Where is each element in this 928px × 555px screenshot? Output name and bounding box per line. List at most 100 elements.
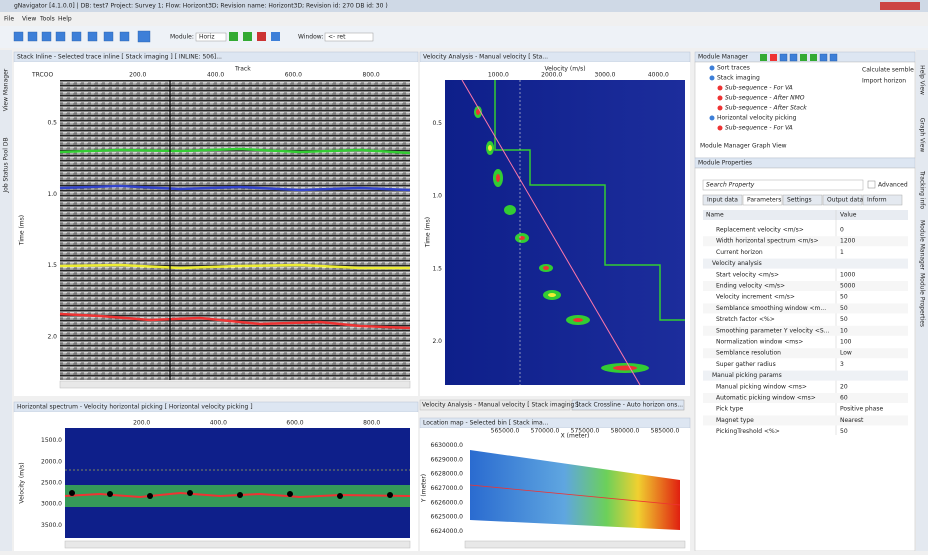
- checkbox[interactable]: [868, 181, 875, 188]
- axis-label: Y (meter): [421, 474, 428, 503]
- dock-tab[interactable]: Job Status Pool DB: [3, 137, 10, 193]
- table-header: [703, 210, 908, 220]
- dock-tab[interactable]: Module Properties: [919, 273, 926, 327]
- x-tick-label: 565000.0: [491, 428, 520, 435]
- property-name: Pick type: [716, 406, 744, 413]
- property-name: Semblance resolution: [716, 350, 781, 357]
- tab-label[interactable]: Velocity Analysis - Manual velocity [ St…: [422, 402, 579, 409]
- property-value[interactable]: 60: [840, 395, 848, 402]
- tab-label[interactable]: Parameters: [747, 197, 781, 204]
- y-tick-label: 1.0: [432, 193, 442, 200]
- property-name: Current horizon: [716, 249, 763, 256]
- window-controls[interactable]: [880, 2, 920, 10]
- property-value[interactable]: 50: [840, 294, 848, 301]
- x-tick-label: 800.0: [363, 420, 380, 427]
- side-item[interactable]: Calculate semble: [862, 67, 914, 74]
- property-value[interactable]: Positive phase: [840, 406, 883, 413]
- tree-item[interactable]: Horizontal velocity picking: [717, 115, 797, 122]
- panel-title: Location map - Selected bin [ Stack ima.…: [423, 420, 548, 427]
- panel: [695, 168, 915, 551]
- dropdown[interactable]: <- ret: [328, 34, 346, 41]
- property-name: Velocity increment <m/s>: [716, 294, 795, 301]
- menu-item[interactable]: Help: [58, 16, 72, 23]
- seismic-image: [60, 80, 410, 380]
- property-value[interactable]: 1200: [840, 238, 855, 245]
- y-tick-label: 6630000.0: [431, 442, 464, 449]
- dock-tab[interactable]: View Manager: [3, 68, 10, 111]
- axis-label: Time (ms): [425, 217, 432, 248]
- property-value[interactable]: 100: [840, 339, 852, 346]
- app-window: gNavigator [4.1.0.0] | DB: test7 Project…: [0, 0, 928, 551]
- dock-tab[interactable]: Module Manager: [919, 220, 926, 271]
- tree-item[interactable]: Sub-sequence - After NMO: [725, 95, 805, 102]
- property-value[interactable]: 1: [840, 249, 844, 256]
- y-tick-label: 1500.0: [41, 437, 62, 444]
- property-value[interactable]: 1000: [840, 271, 855, 278]
- tree-icon: [710, 116, 715, 121]
- property-name: Super gather radius: [716, 361, 776, 368]
- panel-title: Module Manager: [698, 54, 749, 61]
- property-value[interactable]: 5000: [840, 283, 855, 290]
- menu-item[interactable]: Tools: [39, 16, 55, 23]
- property-name: Width horizontal spectrum <m/s>: [716, 238, 819, 245]
- property-value[interactable]: 0: [840, 227, 844, 234]
- tab-label[interactable]: Settings: [787, 197, 812, 204]
- scrollbar[interactable]: [60, 381, 410, 388]
- property-value[interactable]: 50: [840, 316, 848, 323]
- x-tick-label: 4000.0: [648, 72, 669, 79]
- tree-item[interactable]: Sub-sequence - After Stack: [725, 105, 807, 112]
- tree-item[interactable]: Sub-sequence - For VA: [725, 125, 793, 132]
- x-tick-label: 800.0: [363, 72, 380, 79]
- dropdown[interactable]: Horiz: [199, 34, 214, 41]
- x-tick-label: 580000.0: [611, 428, 640, 435]
- property-name: Stretch factor <%>: [716, 316, 775, 323]
- tree-icon: [718, 106, 723, 111]
- axis-label: Track: [234, 66, 251, 73]
- y-tick-label: 0.5: [432, 120, 442, 127]
- spectrum-image: [65, 428, 410, 538]
- group-label[interactable]: Manual picking params: [712, 372, 782, 379]
- property-name: Smoothing parameter Y velocity <S...: [716, 327, 829, 334]
- side-item[interactable]: Import horizon: [862, 78, 906, 85]
- tab-label[interactable]: Module Manager: [700, 143, 751, 150]
- tab-label[interactable]: Output data: [827, 197, 864, 204]
- page: {"title_bar":"gNavigator [4.1.0.0] | DB:…: [0, 0, 928, 551]
- menu-item[interactable]: View: [22, 16, 36, 23]
- dock-tab[interactable]: Graph View: [919, 118, 926, 153]
- scrollbar[interactable]: [465, 541, 685, 548]
- property-name: Start velocity <m/s>: [716, 271, 779, 278]
- search-placeholder[interactable]: Search Property: [706, 182, 755, 189]
- property-name: Semblance smoothing window <m...: [716, 305, 826, 312]
- property-value[interactable]: 20: [840, 383, 848, 390]
- label: Module:: [170, 34, 194, 41]
- column-header: Value: [840, 212, 857, 219]
- panel-title: Module Properties: [698, 160, 752, 167]
- semblance-image: [445, 80, 685, 385]
- x-tick-label: 600.0: [285, 72, 302, 79]
- label[interactable]: Advanced: [878, 182, 908, 189]
- tree-item[interactable]: Stack imaging: [717, 75, 760, 82]
- property-value[interactable]: Nearest: [840, 417, 864, 424]
- tree-icon: [718, 96, 723, 101]
- left-dock: [0, 50, 12, 551]
- y-tick-label: 6626000.0: [431, 499, 464, 506]
- tree-item[interactable]: Sort traces: [717, 65, 750, 72]
- tab-label[interactable]: Stack Crossline - Auto horizon ons...: [575, 402, 683, 409]
- tab-label[interactable]: Input data: [707, 197, 738, 204]
- property-value[interactable]: 10: [840, 327, 848, 334]
- dock-tab[interactable]: Help View: [919, 65, 926, 95]
- y-tick-label: 0.5: [47, 119, 57, 126]
- property-value[interactable]: 3: [840, 361, 844, 368]
- panel-title: Stack Inline - Selected trace inline [ S…: [17, 54, 222, 61]
- property-value[interactable]: Low: [840, 350, 852, 357]
- dock-tab[interactable]: Tracking info: [919, 170, 926, 209]
- tree-item[interactable]: Sub-sequence - For VA: [725, 85, 793, 92]
- tab-label[interactable]: Graph View: [752, 143, 787, 150]
- y-tick-label: 6629000.0: [431, 456, 464, 463]
- property-value[interactable]: 50: [840, 305, 848, 312]
- menu-item[interactable]: File: [4, 16, 14, 23]
- tab-label[interactable]: Inform: [867, 197, 887, 204]
- property-value[interactable]: 50: [840, 428, 848, 435]
- group-label[interactable]: Velocity analysis: [712, 260, 762, 267]
- scrollbar[interactable]: [65, 541, 410, 548]
